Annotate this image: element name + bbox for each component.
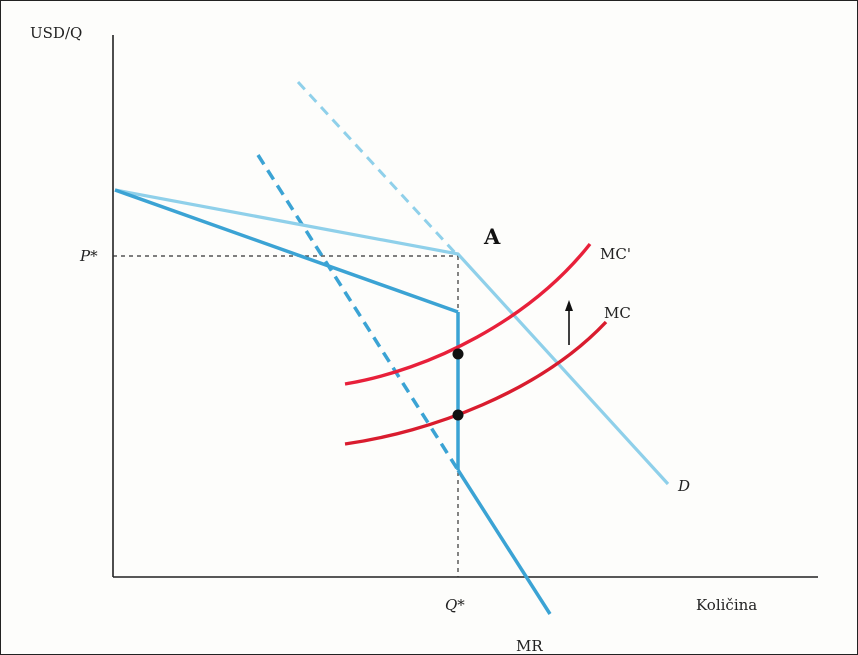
mc-label: MC	[604, 304, 631, 322]
demand-dashed-extension	[296, 80, 460, 258]
mc-curve	[344, 320, 608, 446]
mc-intersection-point	[452, 409, 464, 421]
mr-upper-segment	[114, 188, 459, 314]
point-a-label: A	[483, 224, 501, 249]
mc-prime-intersection-point	[452, 348, 464, 360]
mr-label: MR	[516, 637, 543, 655]
x-axis-label: Količina	[696, 596, 757, 614]
y-axis-label: USD/Q	[30, 24, 82, 42]
q-star-label: Q*	[445, 596, 465, 614]
p-star-label: P*	[79, 247, 98, 265]
demand-label: D	[677, 477, 690, 495]
mc-prime-label: MC'	[600, 245, 631, 263]
mc-prime-curve	[344, 242, 592, 386]
mr-dashed-extension	[256, 154, 460, 471]
demand-curve-d	[114, 188, 670, 486]
shift-arrow-head	[565, 300, 573, 311]
mr-lower-segment	[456, 469, 552, 615]
